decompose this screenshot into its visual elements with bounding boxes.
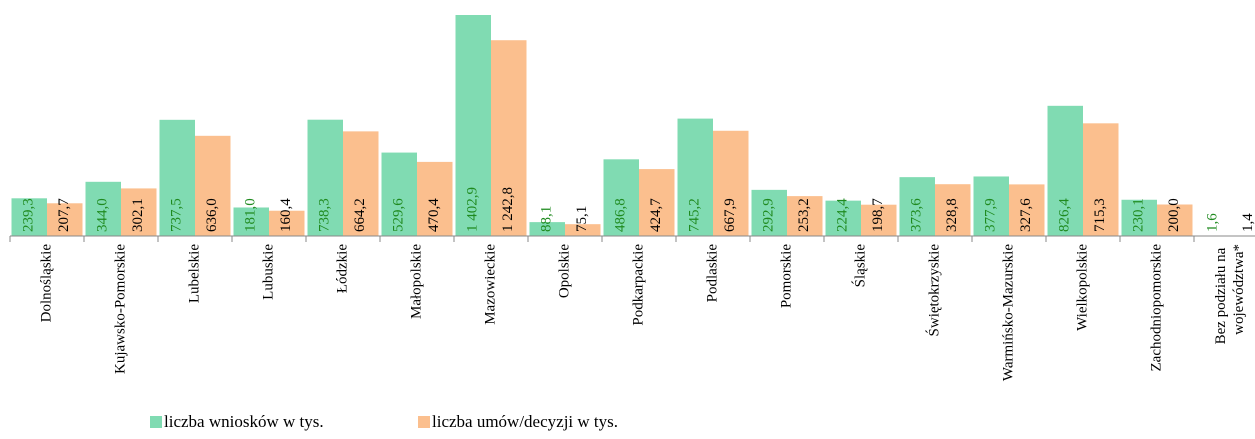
bar — [529, 222, 565, 236]
bar — [1009, 184, 1045, 236]
value-label: 200,0 — [1166, 198, 1182, 232]
bar — [233, 207, 269, 236]
bar — [269, 210, 305, 236]
bar — [343, 131, 379, 236]
value-label: 738,3 — [317, 198, 333, 232]
value-label: 207,7 — [56, 198, 72, 232]
value-label: 377,9 — [983, 198, 999, 232]
x-tick-label: Mazowieckie — [482, 244, 498, 325]
x-tick-label: Kujawsko-Pomorskie — [112, 244, 128, 374]
bar — [861, 204, 897, 236]
x-tick-label: Lubelskie — [186, 244, 202, 303]
value-label: 826,4 — [1057, 198, 1073, 232]
legend-label: liczba wniosków w tys. — [164, 412, 324, 431]
value-label: 424,7 — [648, 198, 664, 232]
x-tick-label: Świętokrzyskie — [925, 244, 942, 337]
value-label: 160,4 — [278, 198, 294, 232]
bar — [565, 224, 601, 236]
value-label: 636,0 — [204, 198, 220, 232]
bar — [899, 177, 935, 236]
value-label: 745,2 — [687, 198, 703, 232]
bar — [381, 152, 417, 236]
bar — [1083, 123, 1119, 236]
value-label: 715,3 — [1092, 198, 1108, 232]
value-label: 373,6 — [909, 198, 925, 232]
bar — [85, 181, 121, 236]
value-label: 737,5 — [169, 198, 185, 232]
x-tick-label-line: Bez podziału na — [1213, 244, 1229, 344]
bar — [973, 176, 1009, 236]
value-label: 292,9 — [761, 198, 777, 232]
value-label: 328,8 — [944, 198, 960, 232]
x-tick-label: Opolskie — [556, 244, 572, 299]
bar — [455, 15, 491, 236]
value-label: 1,6 — [1205, 213, 1221, 232]
bar — [825, 200, 861, 236]
bar — [121, 188, 157, 236]
value-label: 253,2 — [796, 198, 812, 232]
value-label: 1 242,8 — [500, 187, 516, 232]
value-label: 302,1 — [130, 198, 146, 232]
legend-swatch — [418, 416, 430, 428]
value-label: 1 402,9 — [465, 187, 481, 232]
legend-label: liczba umów/decyzji w tys. — [432, 412, 618, 431]
x-tick-label: Łódzkie — [334, 244, 350, 293]
value-label: 664,2 — [352, 198, 368, 232]
x-tick-label: Wielkopolskie — [1074, 244, 1090, 331]
bar — [417, 161, 453, 236]
value-label: 667,9 — [722, 198, 738, 232]
value-label: 198,7 — [870, 198, 886, 232]
value-label: 486,8 — [613, 198, 629, 232]
bar — [787, 196, 823, 236]
value-label: 470,4 — [426, 198, 442, 232]
value-label: 239,3 — [21, 198, 37, 232]
bar — [677, 118, 713, 236]
x-tick-label: Podkarpackie — [630, 244, 646, 326]
value-label: 230,1 — [1131, 198, 1147, 232]
bar — [159, 119, 195, 236]
bar — [1157, 204, 1193, 236]
bar — [935, 184, 971, 236]
value-label: 224,4 — [835, 198, 851, 232]
bar — [1047, 105, 1083, 236]
bar — [751, 189, 787, 236]
value-label: 344,0 — [95, 198, 111, 232]
bar — [11, 198, 47, 236]
legend-swatch — [150, 416, 162, 428]
bar — [639, 169, 675, 236]
bar — [1121, 199, 1157, 236]
bar — [307, 119, 343, 236]
value-label: 75,1 — [574, 206, 590, 232]
bar — [47, 203, 83, 236]
value-label: 1,4 — [1240, 213, 1255, 232]
x-tick-label: Dolnośląskie — [38, 244, 54, 323]
x-tick-label-line: województwa* — [1231, 244, 1247, 335]
value-label: 181,0 — [243, 198, 259, 232]
bar — [195, 135, 231, 236]
value-label: 327,6 — [1018, 198, 1034, 232]
x-tick-label: Śląskie — [851, 244, 868, 288]
x-tick-label: Warmińsko-Mazurskie — [1000, 244, 1016, 381]
bar — [603, 159, 639, 236]
x-tick-label: Bez podziału na województwa* — [1213, 244, 1247, 344]
x-tick-label: Pomorskie — [778, 244, 794, 309]
x-tick-label: Podlaskie — [704, 244, 720, 303]
x-tick-label: Lubuskie — [260, 244, 276, 300]
value-label: 88,1 — [539, 206, 555, 232]
value-label: 529,6 — [391, 198, 407, 232]
bar — [713, 130, 749, 236]
x-tick-label: Małopolskie — [408, 244, 424, 319]
bar — [491, 40, 527, 236]
x-tick-label: Zachodniopomorskie — [1148, 244, 1164, 372]
